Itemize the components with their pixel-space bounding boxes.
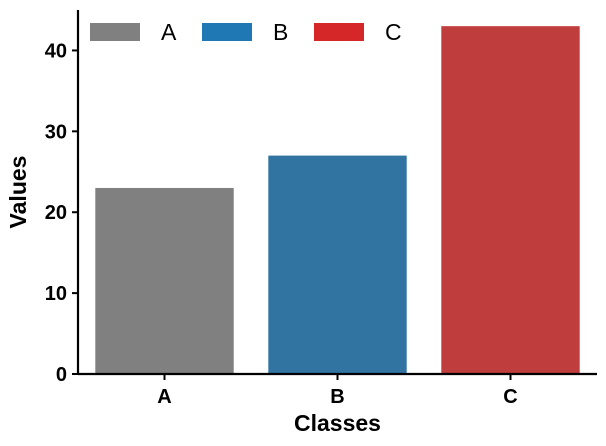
bars-group	[95, 26, 580, 375]
x-tick-label: C	[503, 386, 517, 408]
bar-c	[441, 26, 580, 375]
y-tick-label: 20	[45, 202, 67, 224]
x-tick-label: A	[157, 386, 171, 408]
legend-label-b: B	[273, 19, 288, 45]
y-tick-label: 10	[45, 283, 67, 305]
legend-label-a: A	[161, 19, 177, 45]
legend-swatch-a	[90, 23, 140, 41]
legend: A B C	[90, 19, 402, 45]
y-tick-label: 0	[56, 364, 67, 386]
y-axis-title: Values	[5, 156, 31, 229]
bar-b	[268, 155, 407, 374]
legend-swatch-b	[202, 23, 252, 41]
bar-a	[95, 187, 234, 374]
legend-label-c: C	[385, 19, 402, 45]
legend-swatch-c	[314, 23, 364, 41]
y-tick-label: 30	[45, 121, 67, 143]
x-axis-title: Classes	[294, 410, 381, 436]
ticks-group: A B C 0 10 20 30 40	[45, 40, 518, 408]
x-tick-label: B	[330, 386, 344, 408]
y-tick-label: 40	[45, 40, 67, 62]
